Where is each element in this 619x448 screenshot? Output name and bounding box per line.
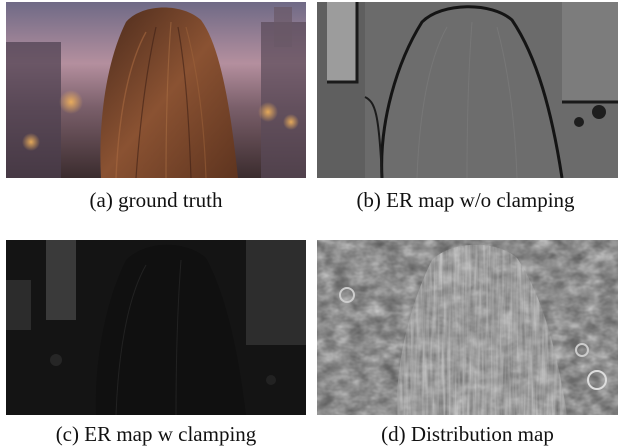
caption-d: (d) Distribution map [381,422,554,446]
caption-b: (b) ER map w/o clamping [356,188,575,212]
caption-c: (c) ER map w clamping [55,422,257,446]
distribution-map-image [317,240,618,415]
ground-truth-image [6,2,306,178]
er-map-without-clamping-image [317,2,618,178]
caption-a: (a) ground truth [89,188,223,212]
er-map-with-clamping-image [6,240,306,415]
